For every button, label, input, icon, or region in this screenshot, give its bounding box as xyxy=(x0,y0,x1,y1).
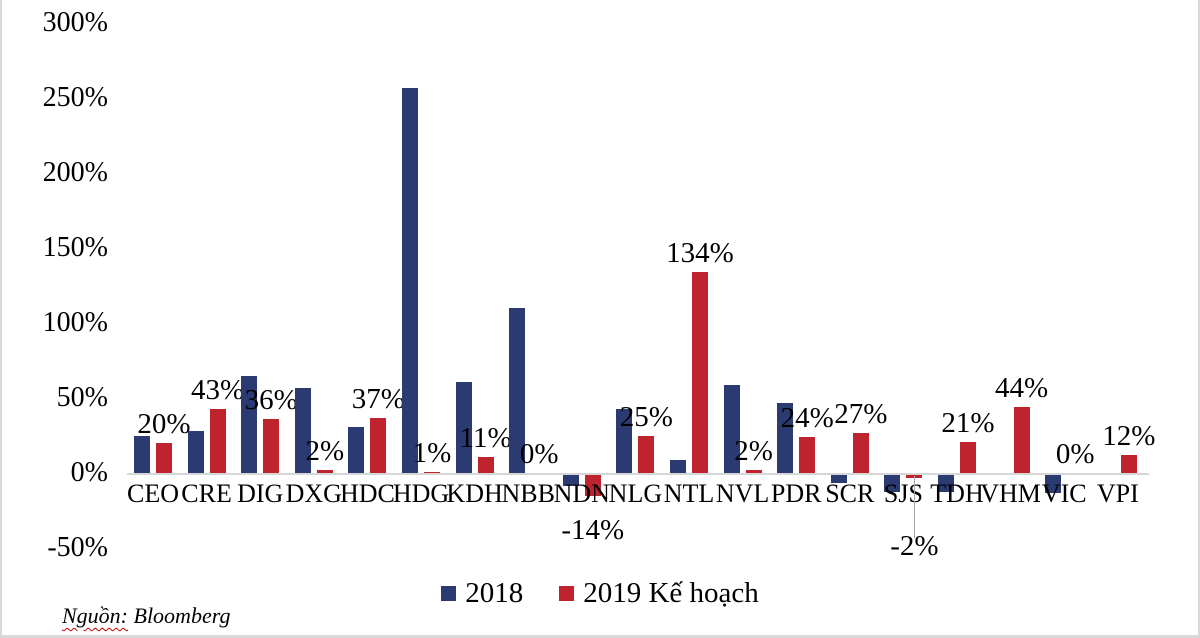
bar-2019-ke-hoach-cre xyxy=(209,408,226,473)
data-label-nbb: 0% xyxy=(519,438,559,470)
source-name: Bloomberg xyxy=(133,603,231,628)
category-label-scr: SCR xyxy=(825,479,875,508)
category-label-vhm: VHM xyxy=(980,479,1041,508)
bar-2019-ke-hoach-vhm xyxy=(1013,407,1030,473)
bar-2018-dxg xyxy=(294,387,311,473)
data-label-scr: 27% xyxy=(834,397,888,430)
bar-2018-vic xyxy=(1045,475,1062,493)
source-prefix: Nguồn: xyxy=(62,603,128,628)
leader-line xyxy=(914,476,916,538)
bar-2018-ndn xyxy=(562,475,579,486)
bar-2019-ke-hoach-tdh xyxy=(960,441,976,473)
category-label-hdg: HDG xyxy=(392,479,450,508)
bar-2018-scr xyxy=(830,475,847,483)
category-label-tdh: TDH xyxy=(930,479,984,508)
bar-2019-ke-hoach-kdh xyxy=(477,456,494,473)
data-label-ntl: 134% xyxy=(666,237,734,269)
bar-2019-ke-hoach-vpi xyxy=(1120,455,1137,473)
data-label-ndn: -14% xyxy=(561,514,625,546)
bar-2018-sjs xyxy=(884,475,901,492)
category-label-hdc: HDC xyxy=(339,479,395,508)
data-label-kdh: 11% xyxy=(459,421,512,454)
data-label-dxg: 2% xyxy=(305,435,345,467)
legend-swatch-2019-plan xyxy=(559,586,575,601)
bar-2019-ke-hoach-hdg xyxy=(424,471,440,473)
bar-2019-ke-hoach-nlg xyxy=(638,435,655,473)
data-label-pdr: 24% xyxy=(780,402,834,434)
y-tick-label: 100% xyxy=(42,307,108,338)
data-label-ceo: 20% xyxy=(137,408,191,440)
legend-entry-2018: 2018 xyxy=(441,577,523,610)
bar-2018-tdh xyxy=(938,475,954,492)
category-label-vpi: VPI xyxy=(1096,479,1139,508)
data-label-nlg: 25% xyxy=(619,400,673,433)
data-label-nvl: 2% xyxy=(734,435,773,467)
bar-2019-ke-hoach-ceo xyxy=(156,443,172,473)
category-label-ceo: CEO xyxy=(127,479,179,508)
y-tick-label: 250% xyxy=(42,82,108,113)
y-tick-label: 300% xyxy=(42,7,108,38)
axis-line xyxy=(127,473,1149,475)
legend-label-2019-plan: 2019 Kế hoạch xyxy=(583,577,759,609)
y-tick-label: 0% xyxy=(70,457,108,488)
data-label-vic: 0% xyxy=(1055,438,1095,470)
data-label-cre: 43% xyxy=(191,373,245,406)
category-label-dxg: DXG xyxy=(285,479,342,508)
category-label-cre: CRE xyxy=(181,479,232,508)
category-label-nlg: NLG xyxy=(608,479,663,508)
bar-2019-ke-hoach-dxg xyxy=(316,470,333,473)
bar-2018-nvl xyxy=(723,384,740,473)
data-label-hdg: 1% xyxy=(412,436,452,469)
bar-2019-ke-hoach-scr xyxy=(852,432,869,473)
bar-2018-dig xyxy=(241,375,258,473)
bar-2018-ntl xyxy=(670,459,686,473)
category-label-ndn: NDN xyxy=(553,479,610,508)
y-tick-label: 50% xyxy=(56,382,108,413)
bar-2018-hdg xyxy=(402,87,418,473)
bar-2018-nlg xyxy=(616,408,633,473)
bar-2018-hdc xyxy=(348,426,365,473)
y-tick-label: 200% xyxy=(42,157,108,188)
source-note: Nguồn: Bloomberg xyxy=(62,603,230,629)
bar-2019-ke-hoach-ntl xyxy=(692,272,708,473)
y-tick-label: 150% xyxy=(42,232,108,263)
bar-2019-ke-hoach-nvl xyxy=(745,470,762,473)
legend-swatch-2018 xyxy=(441,586,457,601)
y-tick-label: -50% xyxy=(47,532,108,563)
bar-2018-pdr xyxy=(777,402,794,473)
category-label-pdr: PDR xyxy=(770,479,822,508)
legend: 2018 2019 Kế hoạch xyxy=(2,577,1198,610)
legend-label-2018: 2018 xyxy=(465,577,524,609)
bar-2018-kdh xyxy=(455,381,472,473)
bar-2019-ke-hoach-pdr xyxy=(799,437,816,473)
category-label-ntl: NTL xyxy=(663,479,715,508)
bar-2018-ceo xyxy=(134,435,150,473)
data-label-tdh: 21% xyxy=(941,406,995,439)
data-label-hdc: 37% xyxy=(351,382,405,415)
category-label-kdh: KDH xyxy=(446,479,503,508)
data-label-sjs: -2% xyxy=(890,530,939,562)
category-label-nvl: NVL xyxy=(715,479,770,508)
category-label-dig: DIG xyxy=(237,479,284,508)
bar-2019-ke-hoach-hdc xyxy=(370,417,387,473)
bar-2018-nbb xyxy=(509,308,526,473)
category-label-vic: VIC xyxy=(1041,479,1087,508)
bar-2019-ke-hoach-dig xyxy=(263,419,280,473)
bar-2019-ke-hoach-ndn xyxy=(584,475,601,496)
category-label-nbb: NBB xyxy=(501,479,555,508)
legend-entry-2019-plan: 2019 Kế hoạch xyxy=(559,577,759,610)
data-label-vpi: 12% xyxy=(1102,420,1156,452)
data-label-dig: 36% xyxy=(244,384,298,416)
category-label-sjs: SJS xyxy=(883,479,923,508)
data-label-vhm: 44% xyxy=(995,372,1049,404)
bar-2018-cre xyxy=(187,431,204,473)
